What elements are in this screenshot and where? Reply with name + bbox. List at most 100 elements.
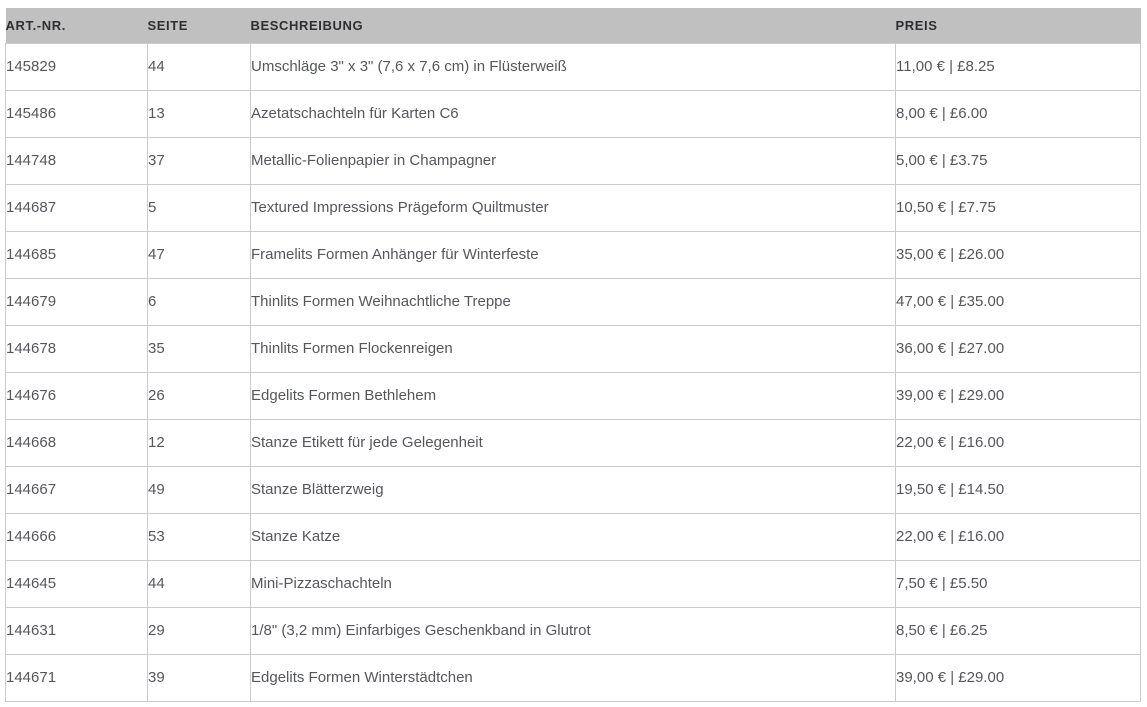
cell-beschreibung: Thinlits Formen Weihnachtliche Treppe <box>250 278 896 326</box>
cell-seite: 26 <box>147 372 251 420</box>
cell-art-nr: 144666 <box>5 513 148 561</box>
cell-seite: 44 <box>147 43 251 91</box>
cell-art-nr: 144631 <box>5 607 148 655</box>
cell-seite-text: 35 <box>148 340 165 357</box>
cell-beschreibung: 1/8" (3,2 mm) Einfarbiges Geschenkband i… <box>250 607 896 655</box>
cell-art-nr-text: 144667 <box>6 481 57 498</box>
cell-seite-text: 29 <box>148 622 165 639</box>
cell-beschreibung: Azetatschachteln für Karten C6 <box>250 90 896 138</box>
cell-preis: 8,00 € | £6.00 <box>895 90 1141 138</box>
cell-preis-text: 8,00 € | £6.00 <box>896 105 988 122</box>
cell-preis: 39,00 € | £29.00 <box>895 372 1141 420</box>
cell-preis-text: 22,00 € | £16.00 <box>896 528 1005 545</box>
cell-preis-text: 22,00 € | £16.00 <box>896 434 1005 451</box>
cell-seite-text: 26 <box>148 387 165 404</box>
column-header-beschreibung: BESCHREIBUNG <box>250 8 896 44</box>
cell-seite-text: 49 <box>148 481 165 498</box>
column-header-art-nr: ART.-NR. <box>5 8 148 44</box>
cell-art-nr: 144676 <box>5 372 148 420</box>
cell-art-nr-text: 144631 <box>6 622 57 639</box>
cell-preis: 8,50 € | £6.25 <box>895 607 1141 655</box>
cell-preis-text: 39,00 € | £29.00 <box>896 669 1005 686</box>
cell-art-nr: 144678 <box>5 325 148 373</box>
cell-beschreibung: Stanze Blätterzweig <box>250 466 896 514</box>
cell-art-nr-text: 144748 <box>6 152 57 169</box>
cell-beschreibung: Umschläge 3" x 3" (7,6 x 7,6 cm) in Flüs… <box>250 43 896 91</box>
table-row: 144666 53 Stanze Katze 22,00 € | £16.00 <box>5 513 1141 561</box>
cell-beschreibung-text: Umschläge 3" x 3" (7,6 x 7,6 cm) in Flüs… <box>251 58 567 75</box>
cell-beschreibung: Stanze Etikett für jede Gelegenheit <box>250 419 896 467</box>
cell-preis: 47,00 € | £35.00 <box>895 278 1141 326</box>
cell-seite: 29 <box>147 607 251 655</box>
cell-preis: 19,50 € | £14.50 <box>895 466 1141 514</box>
table-row: 144687 5 Textured Impressions Prägeform Qu… <box>5 184 1141 232</box>
cell-art-nr: 144668 <box>5 419 148 467</box>
cell-art-nr: 144685 <box>5 231 148 279</box>
cell-beschreibung: Stanze Katze <box>250 513 896 561</box>
cell-preis-text: 39,00 € | £29.00 <box>896 387 1005 404</box>
cell-art-nr: 144645 <box>5 560 148 608</box>
cell-art-nr-text: 145486 <box>6 105 57 122</box>
cell-preis-text: 10,50 € | £7.75 <box>896 199 996 216</box>
cell-beschreibung-text: Stanze Katze <box>251 528 341 545</box>
cell-beschreibung-text: Framelits Formen Anhänger für Winterfest… <box>251 246 539 263</box>
cell-beschreibung-text: 1/8" (3,2 mm) Einfarbiges Geschenkband i… <box>251 622 591 639</box>
cell-art-nr: 144687 <box>5 184 148 232</box>
cell-preis-text: 8,50 € | £6.25 <box>896 622 988 639</box>
cell-seite-text: 47 <box>148 246 165 263</box>
cell-art-nr-text: 144645 <box>6 575 57 592</box>
table-row: 144668 12 Stanze Etikett für jede Gelegenh… <box>5 419 1141 467</box>
cell-art-nr: 144679 <box>5 278 148 326</box>
cell-beschreibung-text: Thinlits Formen Weihnachtliche Treppe <box>251 293 511 310</box>
cell-beschreibung-text: Metallic-Folienpapier in Champagner <box>251 152 497 169</box>
cell-art-nr: 144671 <box>5 654 148 702</box>
table-row: 144631 29 1/8" (3,2 mm) Einfarbiges Gesche… <box>5 607 1141 655</box>
cell-preis: 10,50 € | £7.75 <box>895 184 1141 232</box>
table-row: 144645 44 Mini-Pizzaschachteln 7,50 € | £5.… <box>5 560 1141 608</box>
cell-seite: 5 <box>147 184 251 232</box>
cell-preis-text: 47,00 € | £35.00 <box>896 293 1005 310</box>
cell-seite-text: 44 <box>148 58 165 75</box>
table-body: 145829 44 Umschläge 3" x 3" (7,6 x 7,6 cm)… <box>5 43 1141 702</box>
cell-seite: 53 <box>147 513 251 561</box>
cell-beschreibung-text: Textured Impressions Prägeform Quiltmust… <box>251 199 549 216</box>
table-row: 144671 39 Edgelits Formen Winterstädtchen 3… <box>5 654 1141 702</box>
cell-beschreibung-text: Stanze Blätterzweig <box>251 481 384 498</box>
cell-beschreibung: Metallic-Folienpapier in Champagner <box>250 137 896 185</box>
cell-seite: 49 <box>147 466 251 514</box>
cell-art-nr-text: 144678 <box>6 340 57 357</box>
cell-seite-text: 13 <box>148 105 165 122</box>
cell-art-nr: 145829 <box>5 43 148 91</box>
table-row: 144685 47 Framelits Formen Anhänger für Wi… <box>5 231 1141 279</box>
table-row: 145486 13 Azetatschachteln für Karten C6 8,… <box>5 90 1141 138</box>
cell-art-nr: 144748 <box>5 137 148 185</box>
cell-seite: 39 <box>147 654 251 702</box>
cell-preis-text: 5,00 € | £3.75 <box>896 152 988 169</box>
cell-preis: 7,50 € | £5.50 <box>895 560 1141 608</box>
table-row: 144667 49 Stanze Blätterzweig 19,50 € | £14… <box>5 466 1141 514</box>
cell-beschreibung-text: Edgelits Formen Winterstädtchen <box>251 669 473 686</box>
cell-preis: 11,00 € | £8.25 <box>895 43 1141 91</box>
column-header-preis: PREIS <box>895 8 1141 44</box>
cell-beschreibung-text: Thinlits Formen Flockenreigen <box>251 340 453 357</box>
column-header-seite: SEITE <box>147 8 251 44</box>
cell-beschreibung: Edgelits Formen Bethlehem <box>250 372 896 420</box>
cell-preis-text: 11,00 € | £8.25 <box>896 58 995 75</box>
cell-preis-text: 7,50 € | £5.50 <box>896 575 988 592</box>
cell-seite: 35 <box>147 325 251 373</box>
cell-preis-text: 35,00 € | £26.00 <box>896 246 1005 263</box>
table-row: 144678 35 Thinlits Formen Flockenreigen 36,… <box>5 325 1141 373</box>
cell-preis-text: 36,00 € | £27.00 <box>896 340 1005 357</box>
cell-seite-text: 6 <box>148 293 157 310</box>
cell-beschreibung: Edgelits Formen Winterstädtchen <box>250 654 896 702</box>
cell-beschreibung-text: Edgelits Formen Bethlehem <box>251 387 437 404</box>
cell-preis: 36,00 € | £27.00 <box>895 325 1141 373</box>
cell-beschreibung: Mini-Pizzaschachteln <box>250 560 896 608</box>
cell-preis: 22,00 € | £16.00 <box>895 513 1141 561</box>
cell-seite-text: 44 <box>148 575 165 592</box>
cell-seite: 37 <box>147 137 251 185</box>
table-header: ART.-NR. SEITE BESCHREIBUNG PREIS <box>5 8 1141 44</box>
cell-seite: 47 <box>147 231 251 279</box>
table-row: 144679 6 Thinlits Formen Weihnachtliche Tr… <box>5 278 1141 326</box>
cell-preis: 5,00 € | £3.75 <box>895 137 1141 185</box>
